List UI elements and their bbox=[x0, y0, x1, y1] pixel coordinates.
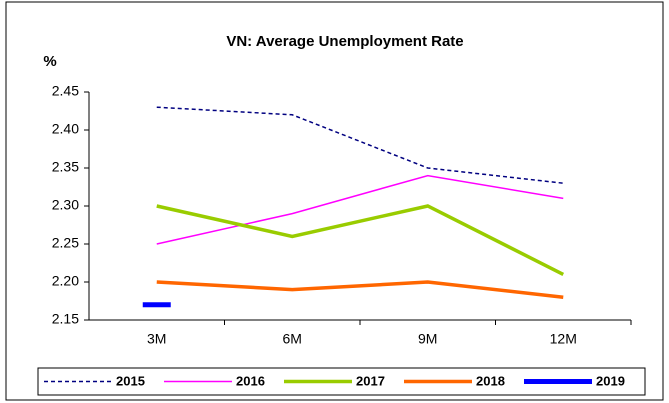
legend-label: 2018 bbox=[476, 373, 505, 388]
x-tick-label: 9M bbox=[418, 331, 437, 347]
legend-box bbox=[37, 367, 646, 396]
y-tick-label: 2.20 bbox=[52, 273, 79, 289]
y-axis-label: % bbox=[43, 53, 56, 70]
x-tick-label: 6M bbox=[283, 331, 302, 347]
y-tick-label: 2.35 bbox=[52, 159, 79, 175]
series-line bbox=[156, 174, 564, 245]
legend-label: 2017 bbox=[356, 373, 385, 388]
y-tick-label: 2.25 bbox=[52, 235, 79, 251]
y-tick-label: 2.15 bbox=[52, 311, 79, 327]
y-tick-label: 2.30 bbox=[52, 197, 79, 213]
x-tick-label: 12M bbox=[550, 331, 577, 347]
x-tick-label: 3M bbox=[147, 331, 166, 347]
series-line bbox=[156, 280, 564, 299]
chart-border bbox=[5, 1, 664, 401]
series-line bbox=[156, 106, 564, 184]
y-tick-label: 2.40 bbox=[52, 121, 79, 137]
legend-label: 2019 bbox=[596, 373, 625, 388]
series-line bbox=[156, 204, 565, 276]
legend-label: 2015 bbox=[116, 373, 145, 388]
y-tick-label: 2.45 bbox=[52, 83, 79, 99]
chart-title: VN: Average Unemployment Rate bbox=[226, 33, 463, 50]
legend-label: 2016 bbox=[236, 373, 265, 388]
